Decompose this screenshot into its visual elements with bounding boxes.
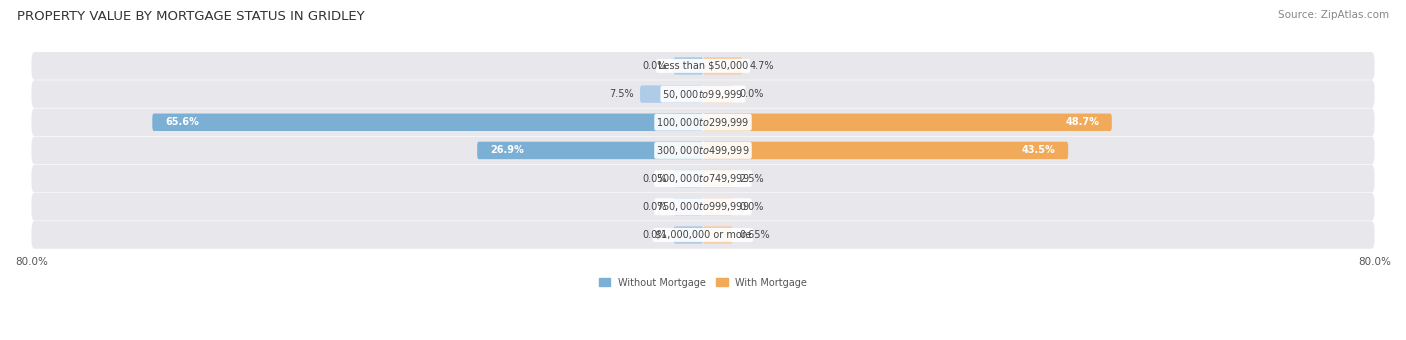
Text: 43.5%: 43.5% — [1022, 146, 1056, 155]
Text: $1,000,000 or more: $1,000,000 or more — [655, 230, 751, 240]
Text: $300,000 to $499,999: $300,000 to $499,999 — [657, 144, 749, 157]
FancyBboxPatch shape — [703, 170, 733, 187]
Text: 0.65%: 0.65% — [740, 230, 769, 240]
FancyBboxPatch shape — [673, 198, 703, 216]
Text: Source: ZipAtlas.com: Source: ZipAtlas.com — [1278, 10, 1389, 20]
Text: $750,000 to $999,999: $750,000 to $999,999 — [657, 200, 749, 213]
Legend: Without Mortgage, With Mortgage: Without Mortgage, With Mortgage — [595, 274, 811, 292]
Text: $100,000 to $299,999: $100,000 to $299,999 — [657, 116, 749, 129]
FancyBboxPatch shape — [703, 226, 733, 244]
Text: 0.0%: 0.0% — [643, 230, 666, 240]
Text: 0.0%: 0.0% — [740, 89, 763, 99]
FancyBboxPatch shape — [31, 137, 1375, 164]
Text: 0.0%: 0.0% — [643, 202, 666, 212]
Text: 7.5%: 7.5% — [609, 89, 633, 99]
FancyBboxPatch shape — [673, 57, 703, 75]
Text: 0.0%: 0.0% — [643, 61, 666, 71]
Text: 26.9%: 26.9% — [489, 146, 523, 155]
FancyBboxPatch shape — [703, 114, 1112, 131]
FancyBboxPatch shape — [703, 85, 733, 103]
Text: $500,000 to $749,999: $500,000 to $749,999 — [657, 172, 749, 185]
Text: 2.5%: 2.5% — [740, 174, 763, 184]
FancyBboxPatch shape — [673, 226, 703, 244]
FancyBboxPatch shape — [31, 221, 1375, 249]
Text: 0.0%: 0.0% — [643, 174, 666, 184]
FancyBboxPatch shape — [31, 80, 1375, 108]
Text: Less than $50,000: Less than $50,000 — [658, 61, 748, 71]
FancyBboxPatch shape — [31, 165, 1375, 192]
Text: PROPERTY VALUE BY MORTGAGE STATUS IN GRIDLEY: PROPERTY VALUE BY MORTGAGE STATUS IN GRI… — [17, 10, 364, 23]
FancyBboxPatch shape — [673, 170, 703, 187]
Text: 48.7%: 48.7% — [1066, 117, 1099, 127]
FancyBboxPatch shape — [640, 85, 703, 103]
Text: 65.6%: 65.6% — [165, 117, 198, 127]
FancyBboxPatch shape — [31, 193, 1375, 221]
FancyBboxPatch shape — [477, 142, 703, 159]
Text: 0.0%: 0.0% — [740, 202, 763, 212]
FancyBboxPatch shape — [31, 52, 1375, 80]
Text: $50,000 to $99,999: $50,000 to $99,999 — [662, 88, 744, 101]
FancyBboxPatch shape — [152, 114, 703, 131]
Text: 4.7%: 4.7% — [749, 61, 773, 71]
FancyBboxPatch shape — [703, 198, 733, 216]
FancyBboxPatch shape — [703, 142, 1069, 159]
FancyBboxPatch shape — [703, 57, 742, 75]
FancyBboxPatch shape — [31, 108, 1375, 136]
